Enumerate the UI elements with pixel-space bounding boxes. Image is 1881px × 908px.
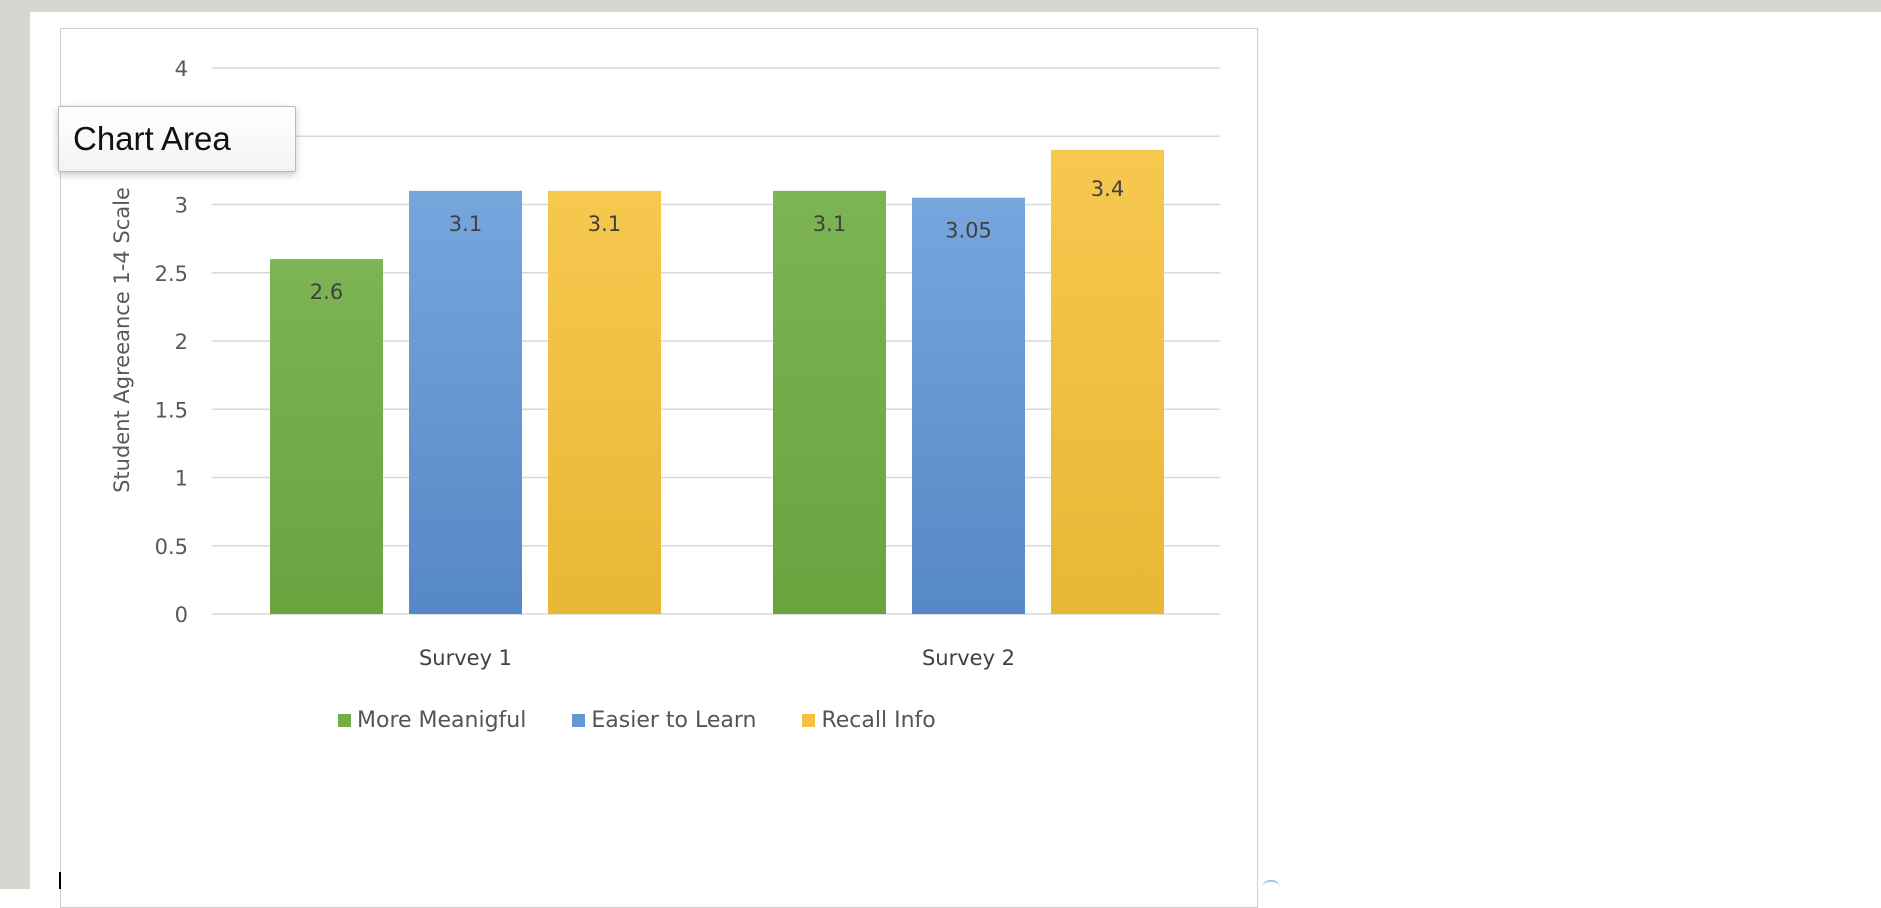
text-cursor bbox=[59, 872, 61, 889]
y-tick-label: 2 bbox=[175, 330, 188, 354]
chart-area-tooltip: Chart Area bbox=[58, 106, 296, 172]
y-axis-label: Student Agreeance 1-4 Scale bbox=[110, 187, 134, 493]
data-label: 3.1 bbox=[813, 212, 846, 236]
y-tick-label: 4 bbox=[175, 57, 188, 81]
legend-swatch-green bbox=[338, 713, 351, 727]
y-axis-ticks: 00.511.522.533.54 bbox=[155, 57, 188, 627]
x-axis-ticks: Survey 1 Survey 2 bbox=[419, 646, 1015, 670]
x-tick-label: Survey 1 bbox=[419, 646, 512, 670]
bar bbox=[270, 259, 383, 614]
data-label: 3.1 bbox=[588, 212, 621, 236]
legend-swatch-yellow bbox=[802, 713, 816, 727]
data-label: 3.1 bbox=[449, 212, 482, 236]
y-tick-label: 0 bbox=[175, 603, 188, 627]
data-label: 3.4 bbox=[1091, 177, 1124, 201]
bar bbox=[548, 190, 661, 614]
y-tick-label: 1.5 bbox=[155, 398, 188, 422]
legend-label: More Meanigful bbox=[357, 707, 527, 733]
y-tick-label: 3 bbox=[175, 194, 188, 218]
legend-item-more-meaningful[interactable]: More Meanigful bbox=[338, 708, 526, 733]
bar bbox=[912, 197, 1025, 615]
legend-label: Recall Info bbox=[821, 707, 936, 733]
bar bbox=[1051, 149, 1164, 614]
tooltip-label: Chart Area bbox=[73, 120, 231, 157]
window-background-top bbox=[0, 0, 1881, 12]
y-tick-label: 0.5 bbox=[155, 535, 188, 559]
bar bbox=[773, 190, 886, 614]
x-tick-label: Survey 2 bbox=[922, 646, 1015, 670]
legend[interactable]: More Meanigful Easier to Learn Recall In… bbox=[338, 703, 982, 737]
legend-item-easier-to-learn[interactable]: Easier to Learn bbox=[572, 708, 756, 733]
y-tick-label: 1 bbox=[175, 467, 188, 491]
data-labels: 2.6 3.1 3.1 3.1 3.05 3.4 bbox=[310, 177, 1124, 304]
window-background-left bbox=[0, 0, 30, 889]
bars bbox=[270, 149, 1164, 615]
data-label: 3.05 bbox=[945, 219, 992, 243]
legend-swatch-blue bbox=[572, 713, 586, 727]
resize-handle[interactable] bbox=[1262, 880, 1280, 889]
legend-label: Easier to Learn bbox=[591, 707, 757, 733]
y-tick-label: 2.5 bbox=[155, 262, 188, 286]
bar-chart[interactable]: 00.511.522.533.54 2.63.13.13.13.053.4 Su… bbox=[0, 0, 1881, 889]
legend-item-recall-info[interactable]: Recall Info bbox=[802, 707, 936, 733]
data-label: 2.6 bbox=[310, 280, 343, 304]
bar bbox=[409, 190, 522, 614]
